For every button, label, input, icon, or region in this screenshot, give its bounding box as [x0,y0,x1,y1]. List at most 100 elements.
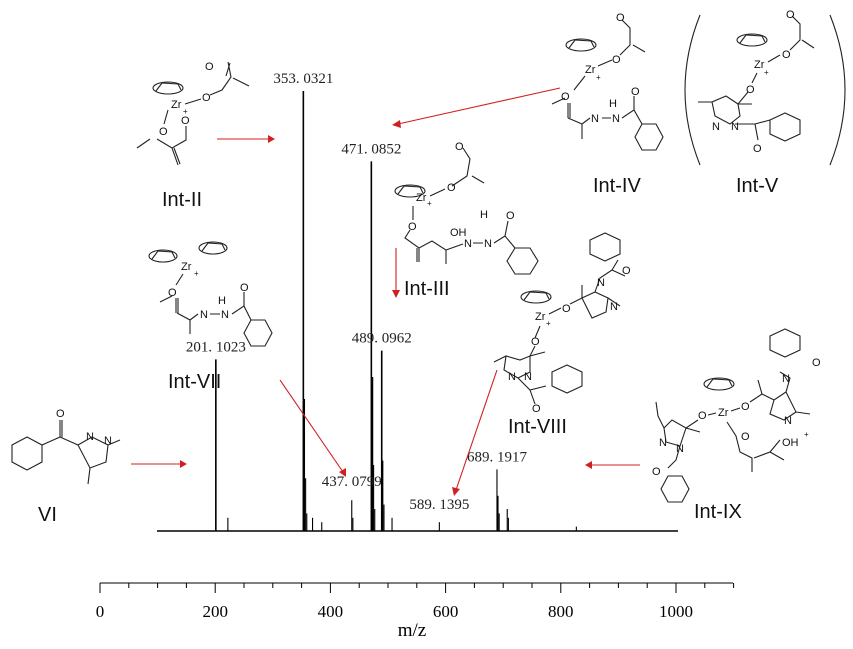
bond-path [698,15,815,141]
peak-label: 471. 0852 [341,141,401,157]
charge-plus: + [194,269,199,278]
structure-int7: Zr + O N N H O Int-VII [148,241,273,393]
atom-n: N [676,443,684,455]
atom-n: N [508,371,516,383]
charge-plus: + [427,199,432,208]
cp-ring-inner-icon [568,39,595,49]
atom-oh: OH [782,437,799,449]
cp-ring-icon [703,377,735,391]
atom-o: O [455,141,464,153]
atom-n: N [104,435,112,447]
peaks-layer [215,91,577,531]
x-tick-label: 800 [548,602,574,621]
cp-ring-inner-icon [739,34,766,44]
label-int3: Int-III [404,278,450,300]
atom-h: H [609,98,617,110]
atom-o: O [741,401,750,413]
charge-plus: + [764,68,769,77]
cp-ring-icon [148,249,178,263]
atom-zr: Zr [754,59,765,71]
cp-ring-icon [736,33,768,47]
atom-o: O [782,49,791,61]
bracket-left [684,14,701,166]
atom-o: O [652,466,661,478]
x-tick-label: 0 [96,602,105,621]
atom-h: H [218,295,226,307]
atom-o: O [786,9,795,21]
peak-label: 353. 0321 [273,71,333,87]
label-int4: Int-IV [593,175,641,197]
arrow-int8-head [452,487,460,496]
peak-label: 489. 0962 [352,331,412,347]
atom-o: O [168,287,177,299]
benzene-ring-icon [634,123,664,151]
arrows [131,87,640,496]
atom-n: N [784,415,792,427]
bond-path [41,420,121,485]
bond-path [136,61,250,166]
atom-n: N [659,437,667,449]
arrow-int2-head [268,135,275,143]
arrow-int4-head [392,120,401,128]
label-int5: Int-V [736,175,779,197]
peak-label: 689. 1917 [467,449,528,465]
label-int7: Int-VII [168,371,221,393]
atom-n: N [612,113,620,125]
bond-path [551,19,646,139]
charge-plus: + [183,107,188,116]
atom-zr: Zr [416,192,427,204]
atom-zr: Zr [535,311,546,323]
atom-zr: Zr [585,64,596,76]
atom-o: O [612,54,621,66]
x-axis-label: m/z [398,620,427,641]
bond-path [159,273,252,334]
cp-ring-inner-icon [397,185,424,195]
benzene-ring-icon [589,232,621,262]
structure-int8: Zr + O N N O O N N O Int-VIII [493,232,631,438]
structure-int2: Zr + O O O O Int-II [136,61,250,211]
atom-o: O [631,86,640,98]
atom-o: O [616,12,625,24]
benzene-ring-icon [551,364,583,394]
atom-o: O [741,431,750,443]
atom-o: O [531,336,540,348]
atom-n: N [200,309,208,321]
peak-labels-layer: 201. 1023 353. 0321 437. 0799 471. 0852 489.… [186,71,528,513]
cp-ring-inner-icon [201,242,226,252]
arrow-vi-head [180,460,187,468]
atom-o: O [202,92,211,104]
benzene-ring-icon [243,319,273,347]
atom-o: O [812,357,821,369]
atom-n: N [484,238,492,250]
atom-o: O [205,61,214,73]
benzene-ring-icon [769,112,801,142]
atom-oh: OH [450,227,467,239]
arrow-int4 [397,87,561,125]
atom-n: N [221,309,229,321]
atom-o: O [622,265,631,277]
cp-ring-inner-icon [155,82,182,92]
peak-label: 589. 1395 [409,497,469,513]
structure-int4: Zr + O O O N N H O Int-IV [551,12,664,197]
label-vi: VI [38,504,57,526]
structure-int5: Zr + O O O N N O Int-V [684,9,846,197]
label-int2: Int-II [162,189,202,211]
benzene-ring-icon [506,247,539,275]
atom-n: N [731,121,739,133]
benzene-ring-icon [11,436,43,471]
arrow-int7 [279,379,344,473]
arrow-int8 [455,369,498,491]
atom-n: N [782,373,790,385]
atom-n: N [524,371,532,383]
cp-ring-inner-icon [151,250,176,260]
structure-int9: Zr O O N N O N N O O OH + Int-IX [652,328,821,523]
bracket-right [829,14,846,166]
atom-o: O [532,403,541,415]
atom-zr: Zr [181,261,192,273]
atom-o: O [561,91,570,103]
cp-ring-inner-icon [706,378,733,388]
atom-o: O [240,282,249,294]
peak-label: 201. 1023 [186,339,246,355]
bond-path [655,371,811,472]
